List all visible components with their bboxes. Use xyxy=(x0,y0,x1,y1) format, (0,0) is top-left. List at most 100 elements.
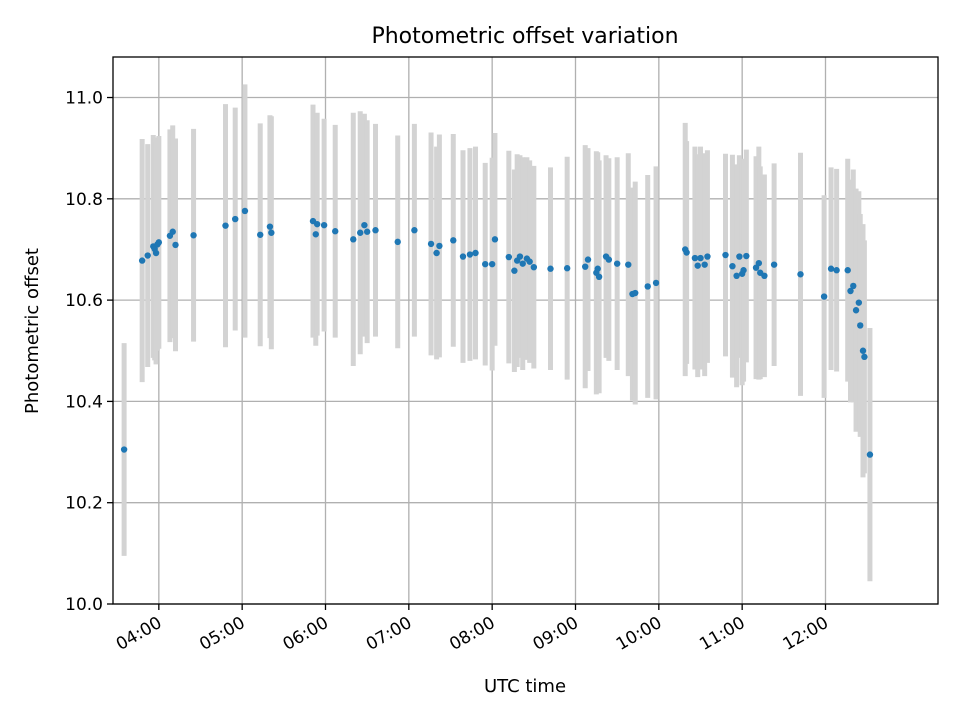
data-point xyxy=(466,251,474,258)
x-tick-label: 11:00 xyxy=(696,613,748,655)
data-point xyxy=(733,272,740,279)
data-point xyxy=(683,249,690,256)
data-point xyxy=(701,261,708,268)
data-point xyxy=(755,259,763,267)
data-point xyxy=(632,289,639,297)
chart-title: Photometric offset variation xyxy=(371,24,678,49)
data-point xyxy=(852,307,860,314)
data-point xyxy=(850,282,857,290)
data-point xyxy=(459,253,467,260)
data-point xyxy=(138,257,146,264)
x-tick-label: 10:00 xyxy=(613,613,665,655)
data-point xyxy=(516,253,524,260)
data-point xyxy=(613,260,621,267)
errorbar-layer xyxy=(121,84,873,582)
data-point xyxy=(268,229,275,236)
data-point xyxy=(625,261,632,268)
plot-frame xyxy=(112,56,939,605)
data-point xyxy=(736,253,743,260)
data-point xyxy=(232,215,239,223)
data-point xyxy=(491,236,499,243)
data-point xyxy=(332,228,339,235)
x-tick-label: 05:00 xyxy=(196,613,248,655)
x-tick-label: 08:00 xyxy=(446,613,498,655)
x-tick-label: 09:00 xyxy=(530,613,582,655)
data-point xyxy=(859,347,867,354)
x-tick-label: 12:00 xyxy=(780,613,832,655)
data-point xyxy=(563,265,571,272)
data-point xyxy=(855,299,863,306)
data-point xyxy=(363,228,371,235)
data-point xyxy=(120,446,128,453)
data-point xyxy=(169,228,176,235)
point-layer xyxy=(120,207,874,458)
data-point xyxy=(190,232,197,239)
data-point xyxy=(729,262,736,270)
data-point xyxy=(743,252,750,260)
data-point xyxy=(761,272,768,279)
data-point xyxy=(595,273,603,281)
data-point xyxy=(847,287,854,295)
data-point xyxy=(482,260,489,268)
data-point xyxy=(530,263,538,271)
data-point xyxy=(450,237,457,244)
x-tick-label: 06:00 xyxy=(280,613,332,655)
data-point xyxy=(222,222,229,229)
data-point xyxy=(433,249,440,257)
y-tick-label: 10.4 xyxy=(65,392,103,412)
y-tick-label: 10.2 xyxy=(65,494,103,514)
data-point xyxy=(350,236,357,243)
data-point xyxy=(844,267,851,274)
data-point xyxy=(241,207,249,215)
data-point xyxy=(833,267,840,274)
data-point xyxy=(172,241,179,249)
data-point xyxy=(312,231,319,238)
data-point xyxy=(320,221,328,229)
data-point xyxy=(152,249,160,257)
data-point xyxy=(820,293,828,300)
data-point xyxy=(155,239,163,246)
data-point xyxy=(697,254,704,262)
data-point xyxy=(644,283,651,290)
data-point xyxy=(861,353,868,361)
data-point xyxy=(505,253,513,261)
data-point xyxy=(652,279,660,287)
data-point xyxy=(257,231,264,238)
data-point xyxy=(866,451,874,458)
tick-layer: 10.0 10.2 10.4 10.6 10.8 11.0 04:00 05:00 06:00 0… xyxy=(65,89,832,655)
data-point xyxy=(857,322,864,329)
data-point xyxy=(372,227,379,234)
data-point xyxy=(519,260,526,267)
data-point xyxy=(427,240,435,248)
data-point xyxy=(605,256,613,263)
data-point xyxy=(547,265,554,272)
data-point xyxy=(694,262,701,269)
x-axis-label: UTC time xyxy=(484,676,566,697)
data-point xyxy=(584,256,592,263)
data-point xyxy=(361,221,368,229)
data-point xyxy=(472,249,479,257)
y-tick-label: 10.6 xyxy=(65,291,103,311)
data-point xyxy=(797,271,804,278)
x-tick-label: 04:00 xyxy=(113,613,165,655)
data-point xyxy=(722,251,729,259)
y-tick-label: 10.0 xyxy=(65,595,103,615)
y-axis-label: Photometric offset xyxy=(22,248,43,414)
data-point xyxy=(691,254,699,262)
data-point xyxy=(827,265,835,272)
data-point xyxy=(394,238,401,246)
y-tick-label: 10.8 xyxy=(65,190,103,210)
data-point xyxy=(313,220,321,228)
data-point xyxy=(357,229,364,236)
data-point xyxy=(582,263,589,270)
data-point xyxy=(770,261,778,268)
data-point xyxy=(526,258,533,265)
data-point xyxy=(488,260,496,268)
data-point xyxy=(511,267,518,274)
data-point xyxy=(594,265,601,272)
x-tick-label: 07:00 xyxy=(363,613,415,655)
data-point xyxy=(144,252,151,259)
data-point xyxy=(704,253,711,260)
data-point xyxy=(411,227,418,234)
